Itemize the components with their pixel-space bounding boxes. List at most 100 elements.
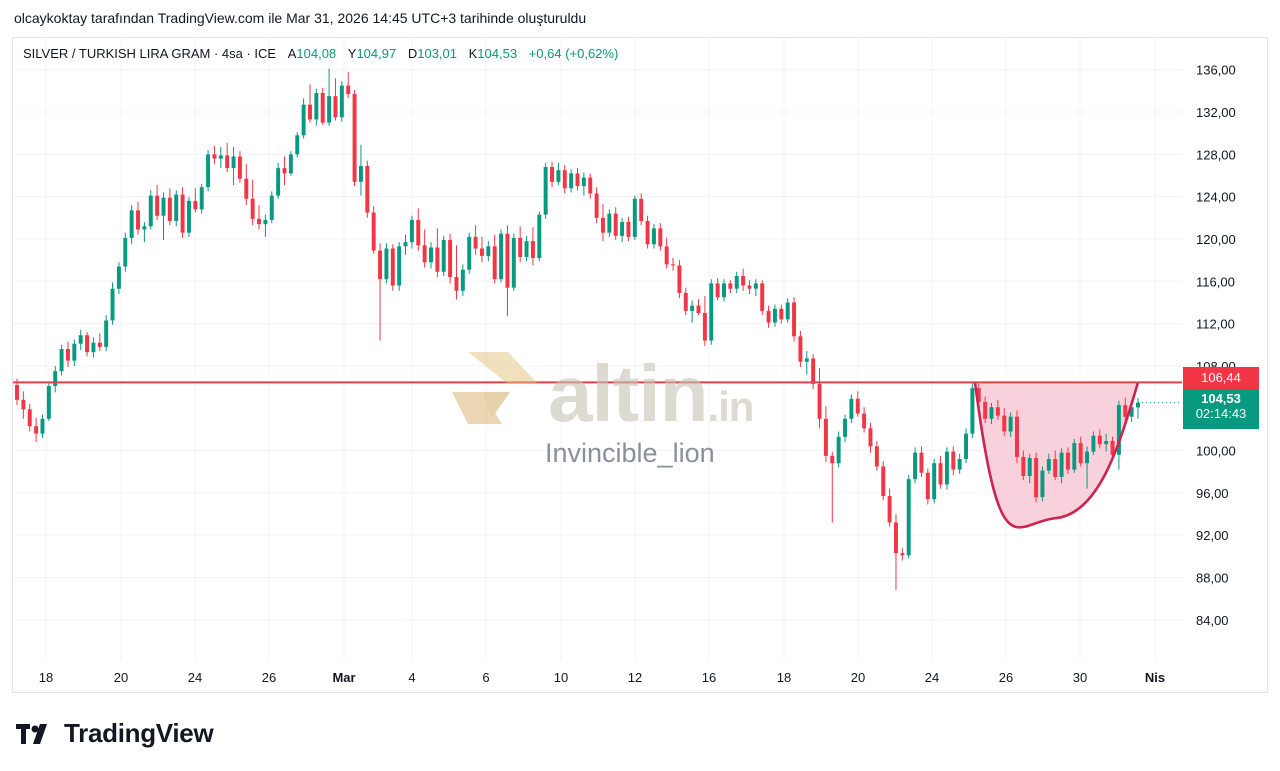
- level-price-tag: 106,44: [1183, 367, 1259, 389]
- candle-body: [766, 310, 771, 323]
- candle-body: [358, 165, 363, 182]
- tradingview-wordmark: TradingView: [64, 718, 214, 748]
- high-label: Y: [347, 46, 357, 61]
- candle-body: [327, 96, 332, 123]
- candle-body: [995, 407, 1000, 416]
- candle-body: [938, 463, 943, 485]
- candle-body: [658, 228, 663, 247]
- candle-body: [1129, 407, 1134, 417]
- candle-body: [193, 200, 198, 210]
- y-tick-label: 120,00: [1196, 232, 1236, 247]
- y-tick-label: 132,00: [1196, 105, 1236, 120]
- last-price-text: 104,53: [1201, 391, 1241, 406]
- candle-body: [441, 240, 446, 272]
- candle-body: [562, 170, 567, 189]
- candle-body: [390, 248, 395, 286]
- watermark-suffix: .in: [707, 383, 754, 430]
- candles: [15, 68, 1140, 591]
- candle-body: [320, 93, 325, 123]
- candle-body: [677, 265, 682, 293]
- x-tick-label: 6: [482, 670, 489, 685]
- candle-body: [855, 398, 860, 414]
- candle-body: [46, 386, 51, 419]
- altin-watermark: altin.in: [548, 348, 754, 440]
- candle-body: [722, 283, 726, 298]
- candle-body: [225, 155, 230, 169]
- candle-body: [301, 104, 306, 136]
- candle-body: [467, 236, 472, 270]
- candle-body: [543, 167, 548, 215]
- candle-body: [257, 218, 262, 225]
- candle-body: [1072, 443, 1077, 470]
- attribution-text: olcaykoktay tarafından TradingView.com i…: [14, 10, 587, 26]
- y-tick-label: 92,00: [1196, 528, 1229, 543]
- candle-body: [454, 277, 459, 291]
- candle-body: [550, 167, 554, 182]
- candle-body: [664, 246, 669, 265]
- candle-body: [696, 305, 701, 314]
- candle-body: [741, 276, 746, 286]
- candle-body: [199, 187, 204, 210]
- candle-body: [1059, 452, 1064, 477]
- candle-body: [352, 94, 357, 182]
- candle-body: [588, 177, 593, 194]
- y-tick-label: 100,00: [1196, 444, 1236, 459]
- candle-body: [97, 342, 102, 347]
- candle-body: [594, 193, 599, 218]
- symbol-legend[interactable]: SILVER / TURKISH LIRA GRAM · 4sa · ICE A…: [23, 46, 618, 61]
- candle-body: [651, 228, 656, 245]
- x-tick-label: 18: [39, 670, 53, 685]
- candle-body: [983, 401, 988, 419]
- candle-body: [932, 463, 937, 500]
- candle-body: [250, 198, 255, 219]
- candle-body: [27, 409, 32, 427]
- candle-body: [632, 198, 637, 237]
- candle-body: [1136, 402, 1140, 408]
- x-tick-label: Nis: [1145, 670, 1165, 685]
- x-tick-label: 12: [628, 670, 642, 685]
- candle-body: [136, 210, 140, 230]
- candle-body: [85, 335, 90, 353]
- x-tick-label: 16: [702, 670, 716, 685]
- candle-body: [174, 194, 179, 222]
- candle-body: [339, 85, 344, 118]
- x-tick-label: 20: [851, 670, 865, 685]
- last-price-tag: 104,53 02:14:43: [1183, 389, 1259, 429]
- candle-body: [620, 222, 625, 236]
- candle-body: [346, 85, 351, 95]
- candle-body: [34, 426, 39, 434]
- candle-body: [473, 236, 478, 249]
- candle-body: [1008, 416, 1013, 432]
- candle-body: [21, 399, 26, 410]
- x-tick-label: 26: [262, 670, 276, 685]
- candle-body: [849, 398, 854, 419]
- candle-body: [823, 418, 828, 456]
- candle-body: [409, 219, 414, 243]
- candle-body: [862, 413, 867, 429]
- y-tick-label: 84,00: [1196, 613, 1229, 628]
- candle-body: [288, 154, 293, 174]
- candle-body: [772, 308, 777, 323]
- x-tick-label: 10: [554, 670, 568, 685]
- y-tick-label: 116,00: [1196, 274, 1235, 289]
- candle-body: [378, 250, 383, 280]
- candle-body: [728, 283, 733, 289]
- open-label: A: [287, 46, 297, 61]
- candle-body: [919, 452, 924, 473]
- candle-body: [715, 283, 720, 298]
- y-tick-label: 88,00: [1196, 570, 1229, 585]
- candle-body: [397, 246, 402, 286]
- candle-body: [1091, 435, 1096, 452]
- candle-body: [925, 472, 930, 500]
- candle-body: [333, 96, 338, 118]
- candle-body: [110, 288, 115, 321]
- candle-body: [760, 283, 765, 311]
- change-value: +0,64 (+0,62%): [528, 46, 619, 61]
- candle-body: [645, 221, 650, 245]
- candle-body: [798, 336, 803, 362]
- tradingview-branding[interactable]: TradingView: [16, 718, 214, 749]
- candle-body: [263, 219, 268, 225]
- candle-body: [371, 212, 376, 251]
- candle-body: [78, 335, 83, 344]
